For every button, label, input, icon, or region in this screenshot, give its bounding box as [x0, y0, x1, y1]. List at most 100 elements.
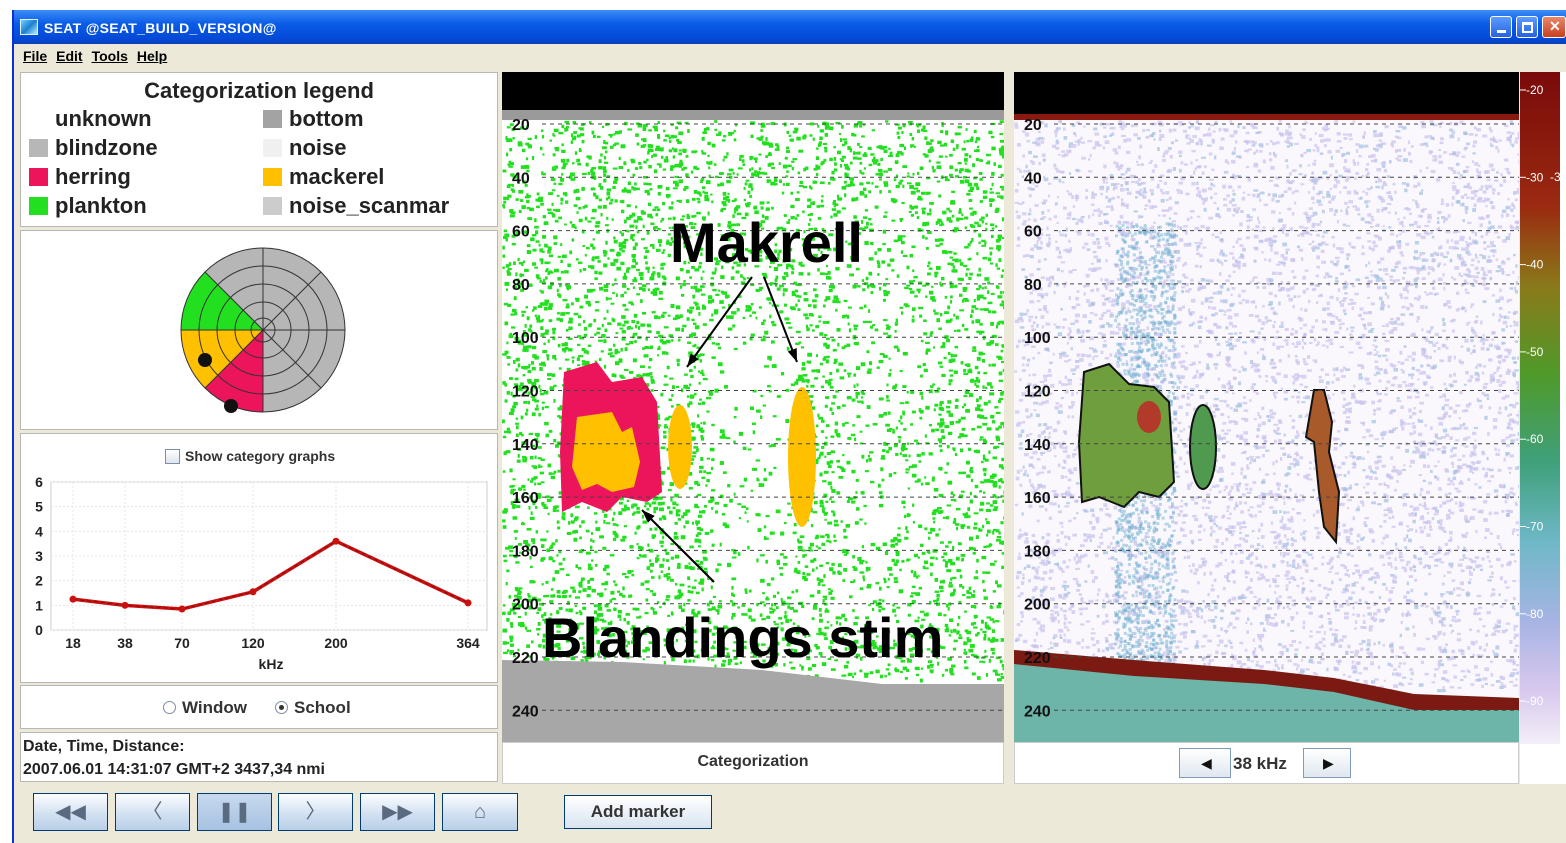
plankton-speck	[688, 255, 691, 260]
plankton-speck	[991, 171, 995, 176]
plankton-speck	[968, 648, 974, 653]
plankton-speck	[694, 538, 700, 543]
plankton-speck	[995, 427, 1000, 431]
plankton-speck	[578, 127, 581, 130]
plankton-speck	[693, 611, 696, 615]
plankton-speck	[583, 649, 588, 654]
plankton-speck	[612, 291, 615, 294]
plankton-speck	[828, 588, 831, 591]
plankton-speck	[973, 495, 977, 498]
plankton-speck	[719, 542, 722, 547]
plankton-speck	[954, 345, 959, 349]
plankton-speck	[506, 356, 511, 359]
plankton-speck	[627, 325, 631, 329]
plankton-speck	[815, 545, 819, 548]
radio-button[interactable]	[163, 701, 176, 714]
plankton-speck	[822, 357, 826, 361]
plankton-speck	[715, 568, 719, 573]
info-value: 2007.06.01 14:31:07 GMT+2 3437,34 nmi	[23, 761, 325, 778]
plankton-speck	[578, 582, 582, 587]
plankton-speck	[580, 577, 585, 581]
plankton-speck	[888, 190, 891, 193]
plankton-speck	[989, 618, 995, 621]
plankton-speck	[540, 538, 543, 542]
plankton-speck	[547, 463, 552, 468]
plankton-speck	[944, 142, 948, 147]
plankton-speck	[933, 346, 936, 349]
plankton-speck	[572, 589, 576, 593]
plankton-speck	[837, 563, 842, 568]
plankton-speck	[553, 128, 559, 133]
plankton-speck	[732, 649, 736, 652]
plankton-speck	[714, 120, 718, 123]
plankton-speck	[668, 233, 671, 236]
close-button[interactable]: ✕	[1542, 16, 1566, 38]
plankton-speck	[782, 259, 786, 263]
menu-edit[interactable]: Edit	[56, 48, 83, 64]
plankton-speck	[884, 651, 889, 655]
plankton-speck	[512, 516, 518, 520]
checkbox[interactable]	[165, 449, 180, 464]
plankton-speck	[821, 507, 826, 510]
plankton-speck	[914, 480, 919, 483]
menu-help[interactable]: Help	[136, 48, 168, 64]
plankton-speck	[859, 306, 863, 310]
plankton-speck	[897, 635, 901, 639]
plankton-speck	[762, 319, 766, 322]
plankton-speck	[787, 502, 791, 505]
plankton-speck	[1000, 675, 1004, 679]
plankton-speck	[678, 162, 684, 166]
plankton-speck	[859, 587, 864, 591]
menu-tools[interactable]: Tools	[91, 48, 128, 64]
plankton-speck	[806, 573, 811, 576]
plankton-speck	[837, 151, 840, 154]
plankton-speck	[770, 234, 775, 239]
plankton-speck	[862, 227, 866, 231]
plankton-speck	[570, 513, 574, 518]
frequency-echogram[interactable]: 20 40 60 80 100 120 140 160 180 200 220 240	[1014, 72, 1519, 742]
plankton-speck	[639, 166, 643, 170]
radio-school[interactable]: School	[275, 698, 351, 718]
plankton-speck	[568, 317, 573, 321]
plankton-speck	[747, 190, 751, 195]
plankton-speck	[994, 638, 999, 642]
plankton-speck	[621, 189, 626, 193]
plankton-speck	[526, 250, 532, 255]
plankton-speck	[842, 454, 845, 457]
plankton-speck	[981, 220, 984, 224]
plankton-speck	[977, 414, 982, 418]
plankton-speck	[931, 511, 937, 516]
plankton-speck	[810, 237, 816, 241]
plankton-speck	[616, 631, 622, 635]
radio-window[interactable]: Window	[163, 698, 247, 718]
plankton-speck	[542, 235, 547, 239]
plankton-speck	[680, 388, 684, 393]
plankton-speck	[823, 493, 828, 498]
menu-file[interactable]: File	[23, 48, 48, 64]
maximize-button[interactable]	[1516, 16, 1538, 38]
plankton-speck	[985, 673, 989, 677]
plankton-speck	[606, 297, 612, 300]
categorization-echogram[interactable]: 20 40 60 80 100 120 140 160 180 200 220 240 Makrell B…	[502, 72, 1004, 742]
plankton-speck	[895, 669, 900, 673]
plankton-speck	[804, 578, 808, 582]
plankton-speck	[755, 173, 760, 177]
minimize-button[interactable]	[1490, 16, 1512, 38]
plankton-speck	[794, 127, 799, 132]
plankton-speck	[674, 521, 678, 525]
plankton-speck	[860, 362, 866, 367]
plankton-speck	[536, 435, 540, 438]
plankton-speck	[692, 344, 696, 348]
radio-button-selected[interactable]	[275, 701, 288, 714]
plankton-speck	[693, 285, 698, 290]
plankton-speck	[660, 470, 666, 475]
plankton-speck	[550, 177, 556, 182]
plankton-speck	[660, 219, 663, 223]
plankton-speck	[709, 318, 714, 322]
title-bar[interactable]: SEAT @SEAT_BUILD_VERSION@ ✕	[14, 10, 1566, 44]
show-category-graphs-checkbox[interactable]: Show category graphs	[165, 448, 335, 464]
plankton-speck	[774, 623, 779, 626]
plankton-speck	[691, 436, 696, 441]
plankton-speck	[526, 408, 529, 412]
plankton-speck	[536, 495, 541, 499]
